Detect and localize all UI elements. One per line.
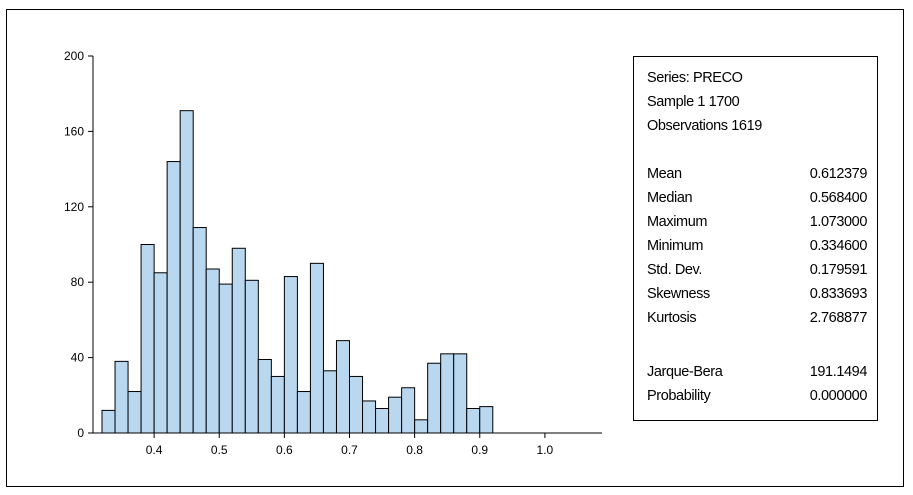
y-axis-ticks: 0 40 80 120 160 200 [64, 49, 93, 440]
y-tick-label: 0 [77, 426, 84, 440]
x-tick-label: 0.5 [211, 443, 228, 457]
stat-row-minimum: Minimum 0.334600 [647, 237, 867, 255]
stat-value: 0.000000 [809, 388, 868, 404]
histogram-bar [179, 110, 194, 434]
stat-row-skewness: Skewness 0.833693 [647, 285, 867, 303]
histogram-bar [362, 400, 377, 434]
stat-label: Skewness [647, 286, 710, 302]
histogram-bar [375, 408, 390, 434]
histogram-bar [453, 353, 468, 434]
histogram-bar [414, 419, 429, 434]
x-tick-label: 0.6 [276, 443, 293, 457]
sample-range: Sample 1 1700 [647, 94, 740, 110]
stat-value: 2.768877 [809, 310, 868, 326]
histogram-bar [205, 268, 220, 434]
stat-label: Median [647, 190, 693, 206]
histogram-bar [309, 262, 324, 434]
histogram-bar [440, 353, 455, 434]
histogram-bar [140, 244, 155, 434]
histogram-bar [283, 276, 298, 434]
histogram-bar [322, 370, 337, 434]
stat-label: Mean [647, 166, 682, 182]
stat-value: 0.833693 [809, 286, 868, 302]
histogram-bar [479, 406, 494, 434]
histogram-bar [349, 375, 364, 434]
stat-label: Kurtosis [647, 310, 697, 326]
stat-value: 0.179591 [809, 262, 868, 278]
stat-row-std-dev: Std. Dev. 0.179591 [647, 261, 867, 279]
stat-row-median: Median 0.568400 [647, 189, 867, 207]
y-tick-label: 120 [64, 200, 84, 214]
histogram-bar [270, 375, 285, 434]
stat-label: Probability [647, 388, 711, 404]
x-tick-label: 0.7 [341, 443, 358, 457]
histogram-bar [335, 340, 351, 434]
histogram-bar [153, 272, 168, 434]
stat-row-maximum: Maximum 1.073000 [647, 213, 867, 231]
histogram-bar [166, 161, 181, 434]
x-tick-label: 0.9 [471, 443, 488, 457]
histogram-bar [257, 358, 272, 434]
series-name: Series: PRECO [647, 70, 743, 86]
histogram-bar [218, 283, 233, 434]
stat-row-jarque-bera: Jarque-Bera 191.1494 [647, 363, 867, 381]
x-axis-ticks: 0.4 0.5 0.6 0.7 0.8 0.9 1.0 [146, 433, 554, 457]
stat-row-kurtosis: Kurtosis 2.768877 [647, 309, 867, 327]
histogram-bar [192, 227, 207, 434]
histogram-bar [296, 391, 311, 434]
stat-value: 0.612379 [809, 166, 868, 182]
stat-value: 0.568400 [809, 190, 868, 206]
y-tick-label: 200 [64, 49, 84, 63]
histogram-bar [388, 396, 403, 434]
histogram-bar [427, 362, 442, 434]
x-tick-label: 0.8 [406, 443, 423, 457]
x-tick-label: 0.4 [146, 443, 163, 457]
histogram-bars [101, 110, 494, 434]
stat-label: Std. Dev. [647, 262, 702, 278]
x-tick-label: 1.0 [537, 443, 554, 457]
histogram-bar [231, 247, 246, 434]
stat-row-probability: Probability 0.000000 [647, 387, 867, 405]
histogram-bar [114, 360, 129, 434]
histogram-bar [466, 408, 481, 434]
stat-value: 1.073000 [809, 214, 868, 230]
stat-row-mean: Mean 0.612379 [647, 165, 867, 183]
stat-value: 191.1494 [809, 364, 868, 380]
histogram-bar [101, 409, 116, 434]
histogram-bar [127, 391, 142, 434]
observations-count: Observations 1619 [647, 118, 762, 134]
y-tick-label: 160 [64, 124, 84, 138]
y-tick-label: 40 [71, 351, 85, 365]
histogram-bar [244, 279, 259, 434]
stat-label: Minimum [647, 238, 704, 254]
stat-label: Jarque-Bera [647, 364, 723, 380]
stat-label: Maximum [647, 214, 708, 230]
stat-value: 0.334600 [809, 238, 868, 254]
y-tick-label: 80 [71, 275, 85, 289]
histogram-bar [401, 387, 416, 434]
statistics-box: Series: PRECO Sample 1 1700 Observations… [633, 56, 878, 421]
